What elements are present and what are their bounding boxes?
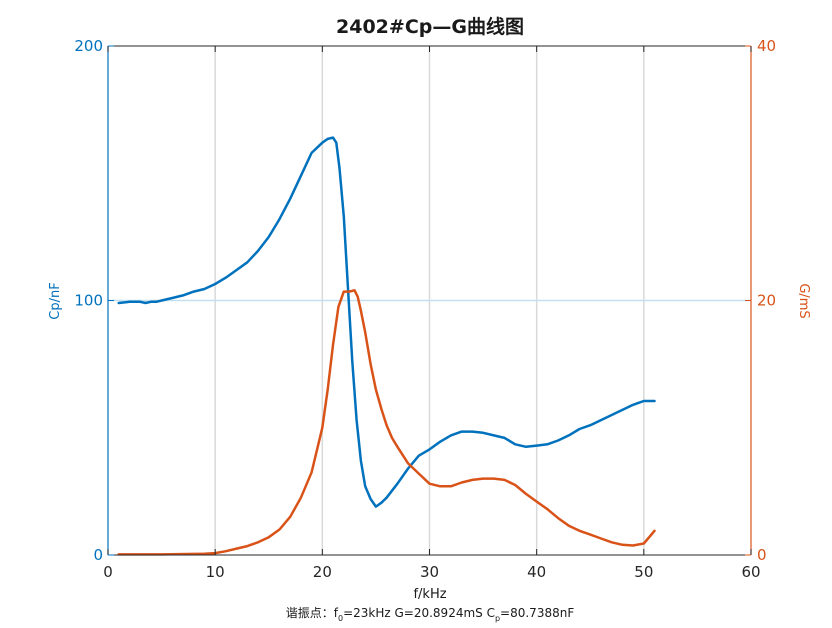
footer-c-value: =80.7388nF — [500, 606, 574, 620]
footer-c-subscript: p — [495, 614, 500, 623]
g-series-line — [117, 289, 656, 556]
footer-f-value: =23kHz G=20.8924mS C — [343, 606, 495, 620]
y-right-tick-label: 0 — [757, 546, 767, 564]
x-tick-label: 10 — [206, 563, 225, 581]
series-lines — [117, 136, 656, 556]
cp-series-line — [117, 136, 656, 508]
x-tick-label: 20 — [313, 563, 332, 581]
x-tick-label: 40 — [527, 563, 546, 581]
y-axis-left-label: Cp/nF — [48, 282, 63, 319]
grid-lines — [108, 46, 751, 555]
footer-f-subscript: 0 — [338, 614, 343, 623]
footer-prefix: 谐振点：f — [286, 606, 339, 620]
x-axis-label: f/kHz — [413, 587, 446, 602]
chart-title: 2402#Cp—G曲线图 — [336, 15, 524, 38]
y-left-tick-label: 100 — [74, 292, 103, 310]
x-tick-label: 60 — [741, 563, 760, 581]
axes — [107, 45, 752, 556]
y-left-tick-label: 200 — [74, 37, 103, 55]
y-left-tick-label: 0 — [93, 546, 103, 564]
y-right-tick-label: 20 — [757, 292, 776, 310]
resonance-point-note: 谐振点：f0=23kHz G=20.8924mS Cp=80.7388nF — [286, 606, 575, 623]
x-tick-label: 30 — [420, 563, 439, 581]
y-right-tick-label: 40 — [757, 37, 776, 55]
x-tick-label: 0 — [103, 563, 113, 581]
y-axis-right-label: G/mS — [796, 283, 811, 318]
x-tick-label: 50 — [634, 563, 653, 581]
